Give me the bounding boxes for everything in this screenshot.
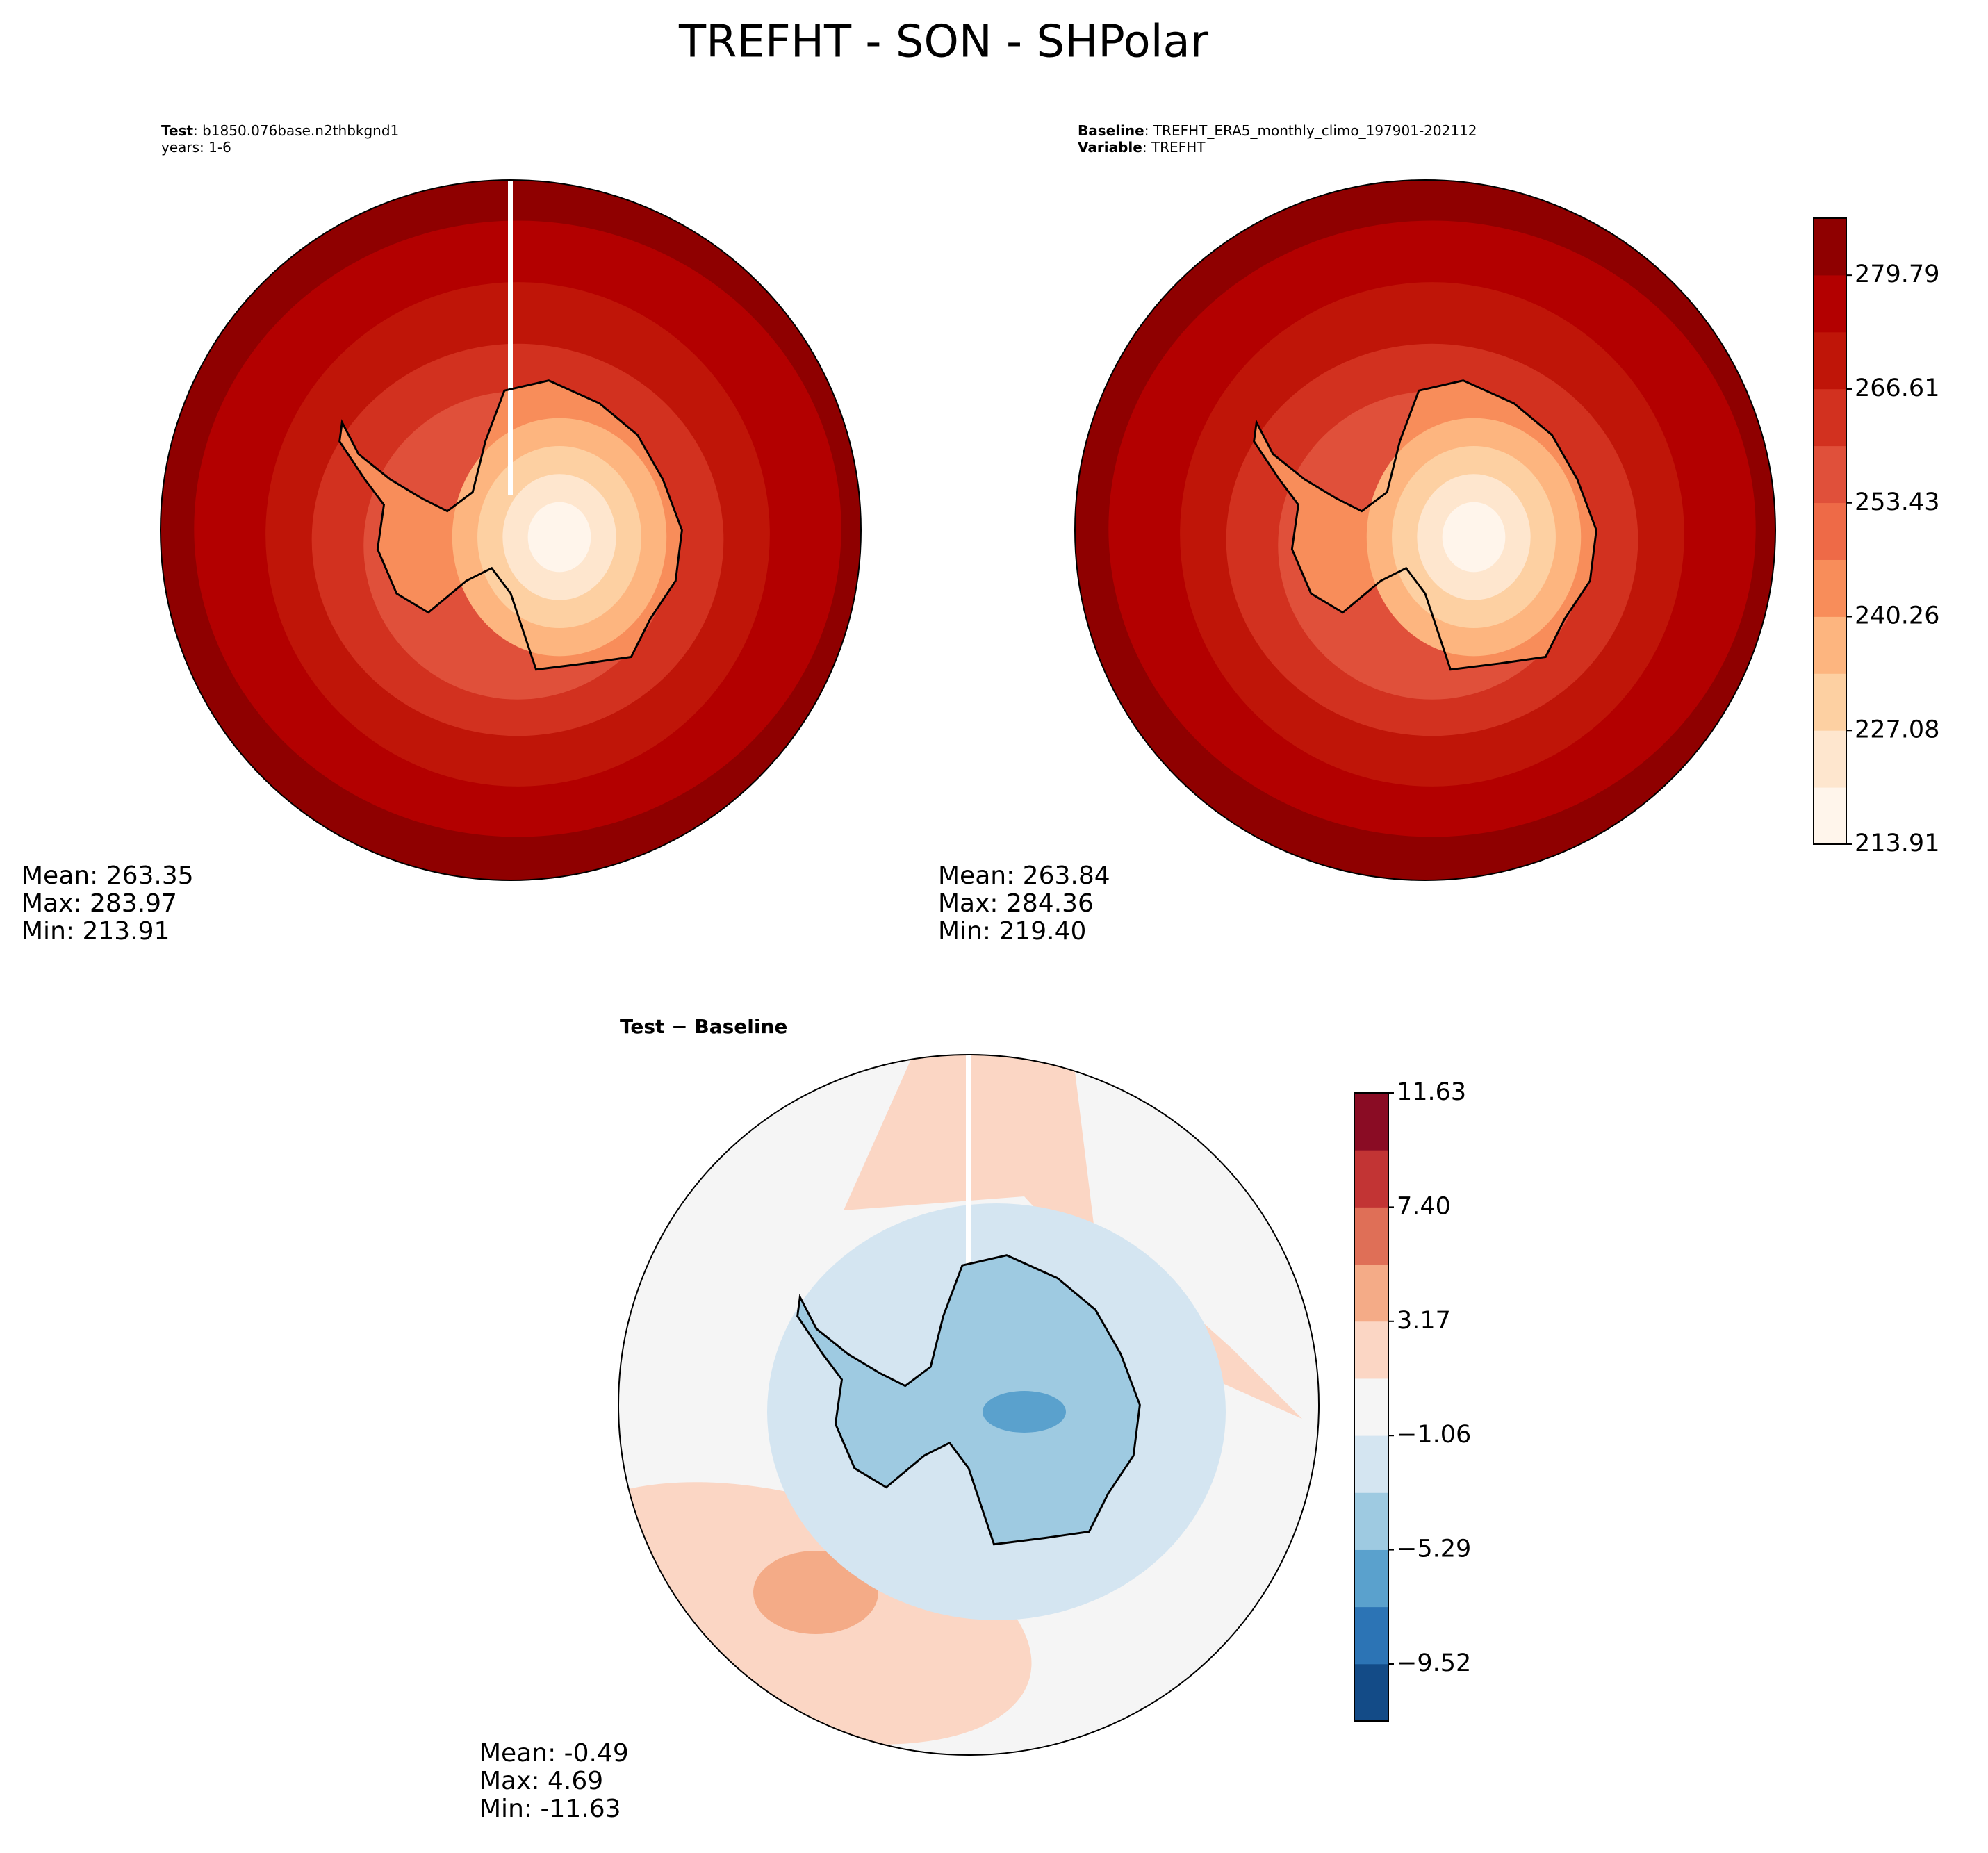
header-label: Baseline — [1078, 122, 1144, 139]
header-label: Test — [161, 122, 193, 139]
panel-header: Baseline: TREFHT_ERA5_monthly_climo_1979… — [1078, 122, 1477, 139]
colorbar-tick-label: −9.52 — [1397, 1649, 1471, 1677]
panel-header: Test − Baseline — [620, 1015, 787, 1038]
header-text: years: 1-6 — [161, 139, 231, 156]
colorbar-band — [1814, 787, 1846, 845]
colorbar-band — [1354, 1150, 1388, 1208]
colorbar-band — [1354, 1321, 1388, 1379]
contour-band — [527, 502, 591, 573]
colorbar-band — [1814, 445, 1846, 504]
colorbar-tick-label: 240.26 — [1855, 602, 1939, 629]
colorbar-tick-label: 3.17 — [1397, 1307, 1451, 1335]
header-text: : b1850.076base.n2thbkgnd1 — [193, 122, 399, 139]
stat-text: Min: 213.91 — [22, 917, 170, 946]
colorbar-band — [1814, 331, 1846, 390]
map-border — [1074, 179, 1776, 881]
seam — [966, 1055, 971, 1265]
contour-band — [983, 1391, 1066, 1433]
map-border — [160, 179, 862, 881]
polar-map — [618, 1054, 1320, 1756]
header-text: : TREFHT_ERA5_monthly_climo_197901-20211… — [1144, 122, 1477, 139]
colorbar-band — [1814, 730, 1846, 788]
header-text: : TREFHT — [1142, 139, 1206, 156]
colorbar-tick-label: 213.91 — [1855, 830, 1939, 857]
panel-header: years: 1-6 — [161, 139, 231, 156]
panel-header: Test: b1850.076base.n2thbkgnd1 — [161, 122, 399, 139]
header-label: Variable — [1078, 139, 1142, 156]
stat-text: Mean: 263.84 — [938, 862, 1110, 890]
stat-text: Min: -11.63 — [479, 1795, 621, 1823]
colorbar-band — [1354, 1264, 1388, 1322]
panel-header: Variable: TREFHT — [1078, 139, 1206, 156]
contour-band — [753, 1551, 878, 1634]
colorbar-band — [1354, 1492, 1388, 1550]
contour-band — [1442, 502, 1506, 573]
colorbar-band — [1814, 388, 1846, 447]
colorbar-band — [1354, 1663, 1388, 1722]
stat-text: Max: 283.97 — [22, 889, 177, 918]
colorbar-frame — [1354, 1092, 1389, 1722]
colorbar-tick-label: 227.08 — [1855, 716, 1939, 743]
colorbar-band — [1354, 1606, 1388, 1665]
colorbar-band — [1814, 616, 1846, 674]
colorbar-band — [1354, 1435, 1388, 1493]
colorbar-tick-label: −5.29 — [1397, 1535, 1471, 1563]
stat-text: Mean: 263.35 — [22, 862, 194, 890]
stat-text: Min: 219.40 — [938, 917, 1086, 946]
colorbar-tick-label: 7.40 — [1397, 1192, 1451, 1220]
header-label: Test − Baseline — [620, 1015, 787, 1038]
colorbar-band — [1354, 1093, 1388, 1151]
stat-text: Max: 4.69 — [479, 1767, 603, 1795]
map-fill — [618, 1055, 1319, 1755]
figure-title: TREFHT - SON - SHPolar — [678, 17, 1209, 68]
colorbar-band — [1354, 1207, 1388, 1265]
colorbar-frame — [1813, 217, 1847, 845]
seam — [508, 180, 513, 495]
stat-text: Max: 284.36 — [938, 889, 1094, 918]
colorbar-band — [1814, 673, 1846, 731]
colorbar-tick-label: 11.63 — [1397, 1078, 1466, 1106]
map-fill — [1075, 180, 1775, 880]
colorbar-band — [1814, 218, 1846, 276]
colorbar-tick-label: 279.79 — [1855, 261, 1939, 288]
colorbar-tick-label: 266.61 — [1855, 374, 1939, 402]
colorbar-band — [1354, 1549, 1388, 1608]
map-border — [618, 1054, 1320, 1756]
colorbar-band — [1814, 559, 1846, 617]
colorbar-band — [1354, 1378, 1388, 1436]
stat-text: Mean: -0.49 — [479, 1739, 629, 1768]
colorbar-tick-label: −1.06 — [1397, 1421, 1471, 1449]
colorbar-tick-label: 253.43 — [1855, 488, 1939, 516]
map-fill — [161, 180, 861, 880]
polar-map — [160, 179, 862, 881]
colorbar-band — [1814, 502, 1846, 560]
polar-map — [1074, 179, 1776, 881]
colorbar-band — [1814, 274, 1846, 333]
